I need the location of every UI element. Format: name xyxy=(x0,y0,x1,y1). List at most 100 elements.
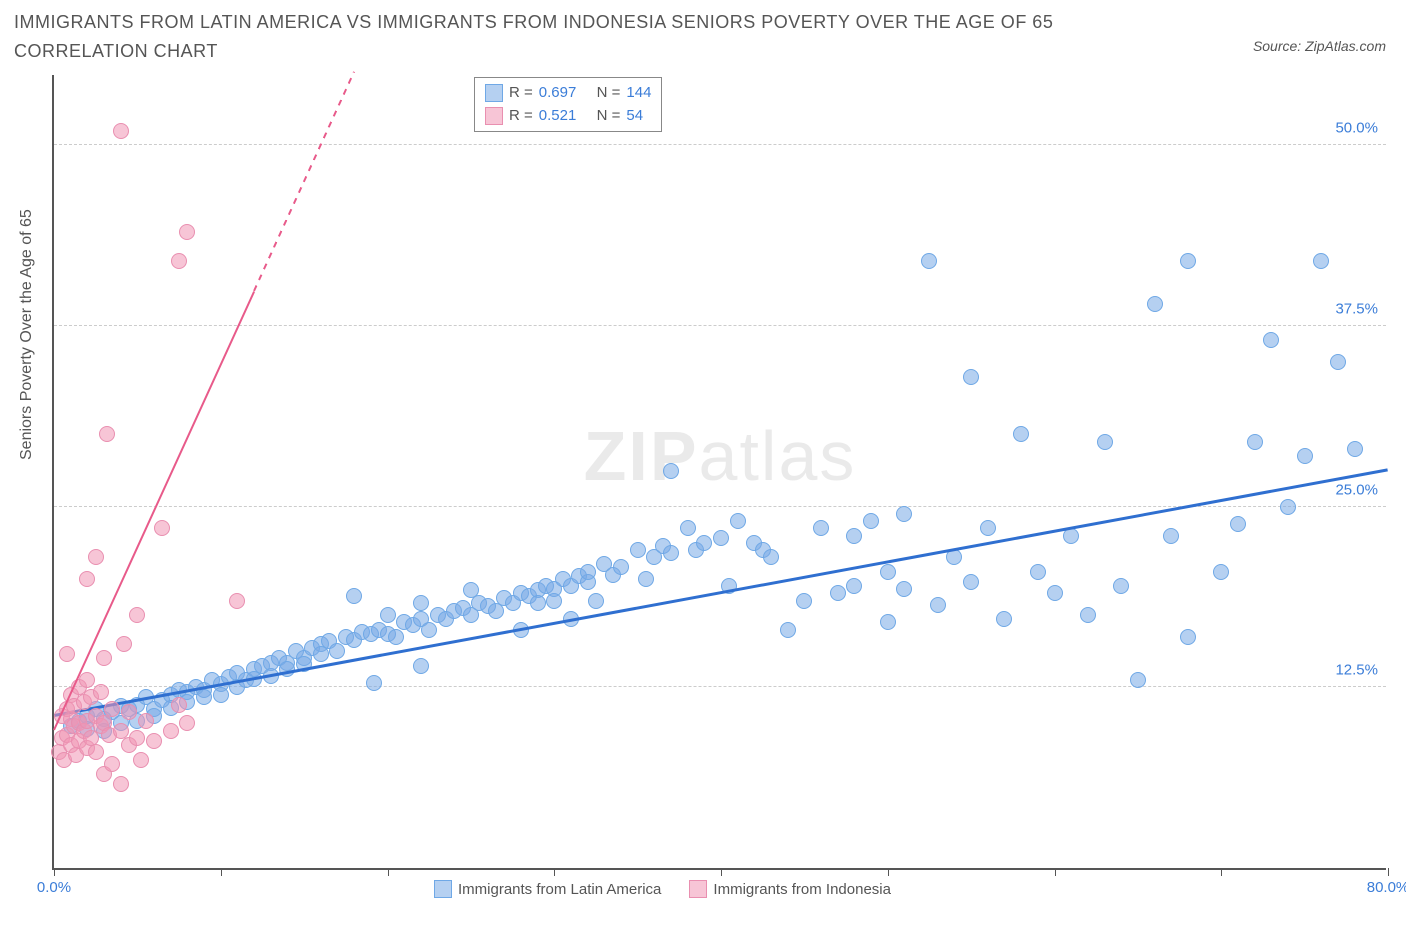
scatter-point xyxy=(546,593,562,609)
x-tick xyxy=(888,868,889,876)
series-legend: Immigrants from Latin America Immigrants … xyxy=(434,880,891,898)
scatter-point xyxy=(1180,629,1196,645)
scatter-point xyxy=(1130,672,1146,688)
x-tick xyxy=(1055,868,1056,876)
scatter-point xyxy=(1263,332,1279,348)
scatter-point xyxy=(93,684,109,700)
scatter-point xyxy=(663,463,679,479)
scatter-point xyxy=(1147,296,1163,312)
scatter-point xyxy=(171,253,187,269)
scatter-point xyxy=(580,564,596,580)
scatter-point xyxy=(121,704,137,720)
scatter-point xyxy=(229,593,245,609)
scatter-point xyxy=(113,723,129,739)
watermark: ZIPatlas xyxy=(584,416,857,496)
scatter-point xyxy=(421,622,437,638)
scatter-point xyxy=(846,528,862,544)
scatter-point xyxy=(154,520,170,536)
scatter-point xyxy=(196,689,212,705)
y-axis-label: Seniors Poverty Over the Age of 65 xyxy=(18,209,36,460)
y-tick-label: 50.0% xyxy=(1335,120,1378,137)
scatter-point xyxy=(146,733,162,749)
scatter-point xyxy=(813,520,829,536)
scatter-point xyxy=(129,730,145,746)
scatter-point xyxy=(116,636,132,652)
scatter-point xyxy=(1313,253,1329,269)
scatter-point xyxy=(630,542,646,558)
scatter-point xyxy=(780,622,796,638)
scatter-point xyxy=(329,643,345,659)
gridline xyxy=(54,144,1386,145)
scatter-point xyxy=(366,675,382,691)
scatter-point xyxy=(846,578,862,594)
scatter-point xyxy=(696,535,712,551)
legend-swatch xyxy=(485,84,503,102)
y-tick-label: 37.5% xyxy=(1335,300,1378,317)
scatter-point xyxy=(346,588,362,604)
stats-legend-row: R = 0.697 N = 144 xyxy=(485,82,651,105)
series-legend-label: Immigrants from Indonesia xyxy=(713,881,891,898)
x-tick xyxy=(388,868,389,876)
scatter-point xyxy=(1080,607,1096,623)
x-tick xyxy=(554,868,555,876)
x-tick xyxy=(221,868,222,876)
stats-legend-row: R = 0.521 N = 54 xyxy=(485,105,651,128)
scatter-point xyxy=(1163,528,1179,544)
x-tick-label: 0.0% xyxy=(37,879,71,896)
scatter-point xyxy=(963,574,979,590)
scatter-point xyxy=(129,607,145,623)
legend-swatch xyxy=(434,880,452,898)
scatter-point xyxy=(179,224,195,240)
scatter-point xyxy=(530,595,546,611)
series-legend-item: Immigrants from Latin America xyxy=(434,880,661,898)
x-tick-label: 80.0% xyxy=(1367,879,1406,896)
scatter-point xyxy=(921,253,937,269)
scatter-point xyxy=(138,713,154,729)
scatter-point xyxy=(1213,564,1229,580)
scatter-point xyxy=(896,581,912,597)
scatter-point xyxy=(930,597,946,613)
scatter-point xyxy=(213,687,229,703)
source-attribution: Source: ZipAtlas.com xyxy=(1253,38,1386,54)
scatter-point xyxy=(880,614,896,630)
scatter-point xyxy=(1013,426,1029,442)
scatter-point xyxy=(713,530,729,546)
scatter-point xyxy=(730,513,746,529)
scatter-point xyxy=(663,545,679,561)
scatter-point xyxy=(163,723,179,739)
scatter-point xyxy=(1297,448,1313,464)
y-tick-label: 12.5% xyxy=(1335,662,1378,679)
scatter-point xyxy=(1347,441,1363,457)
scatter-point xyxy=(613,559,629,575)
x-tick xyxy=(54,868,55,876)
x-tick xyxy=(1388,868,1389,876)
scatter-point xyxy=(133,752,149,768)
scatter-point xyxy=(96,650,112,666)
scatter-point xyxy=(996,611,1012,627)
trend-line xyxy=(53,291,255,730)
scatter-point xyxy=(380,607,396,623)
scatter-point xyxy=(896,506,912,522)
scatter-point xyxy=(830,585,846,601)
scatter-point xyxy=(104,756,120,772)
scatter-point xyxy=(388,629,404,645)
scatter-point xyxy=(588,593,604,609)
scatter-point xyxy=(1030,564,1046,580)
scatter-point xyxy=(79,571,95,587)
scatter-point xyxy=(1113,578,1129,594)
scatter-point xyxy=(88,549,104,565)
scatter-point xyxy=(1230,516,1246,532)
scatter-point xyxy=(638,571,654,587)
scatter-point xyxy=(113,123,129,139)
series-legend-label: Immigrants from Latin America xyxy=(458,881,661,898)
gridline xyxy=(54,325,1386,326)
scatter-point xyxy=(1180,253,1196,269)
scatter-point xyxy=(113,776,129,792)
scatter-point xyxy=(59,646,75,662)
scatter-point xyxy=(88,744,104,760)
scatter-point xyxy=(171,697,187,713)
scatter-point xyxy=(413,595,429,611)
x-tick xyxy=(721,868,722,876)
scatter-point xyxy=(863,513,879,529)
series-legend-item: Immigrants from Indonesia xyxy=(689,880,891,898)
